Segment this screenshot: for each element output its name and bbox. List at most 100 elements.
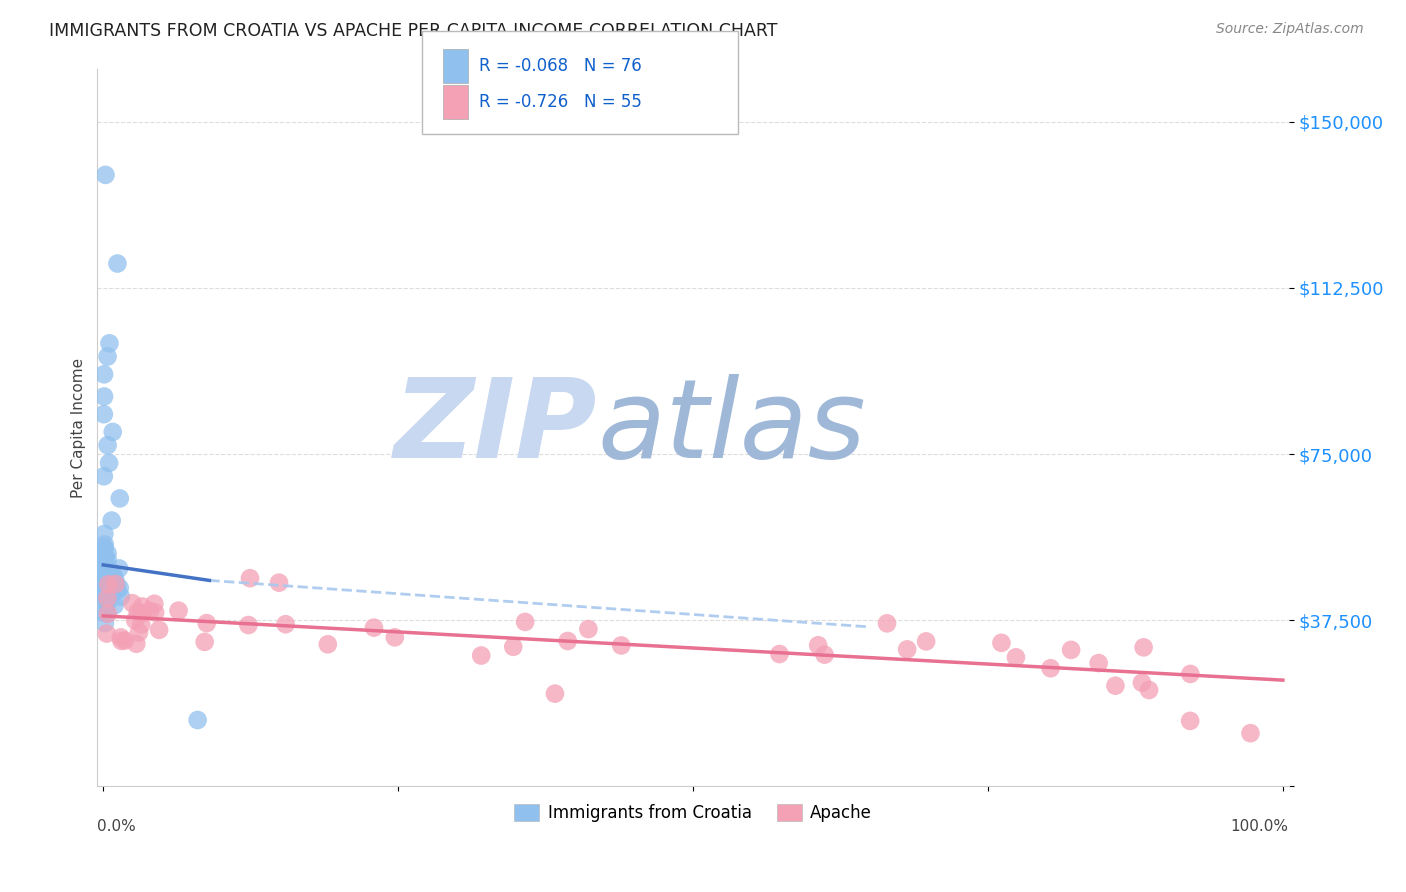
Point <box>93 582 115 596</box>
Point <box>807 638 830 652</box>
Point <box>274 617 297 632</box>
Text: R = -0.726   N = 55: R = -0.726 N = 55 <box>479 93 643 111</box>
Point <box>127 605 149 619</box>
Point <box>96 591 118 606</box>
Point <box>93 574 115 589</box>
Point <box>148 623 170 637</box>
Point <box>103 599 125 613</box>
Point <box>238 618 260 632</box>
Point <box>96 607 118 621</box>
Point <box>93 582 115 596</box>
Point <box>96 585 118 599</box>
Point <box>93 588 115 602</box>
Point <box>97 576 120 591</box>
Point <box>143 606 166 620</box>
Point <box>93 572 115 586</box>
Point <box>139 604 162 618</box>
Point <box>513 615 536 629</box>
Point <box>1132 640 1154 655</box>
Point <box>128 625 150 640</box>
Point <box>187 713 209 727</box>
Point <box>124 613 146 627</box>
Point <box>93 389 115 403</box>
Point <box>896 642 918 657</box>
Point <box>768 647 790 661</box>
Point <box>557 634 579 648</box>
Point <box>94 551 117 566</box>
Point <box>544 687 567 701</box>
Point <box>93 551 115 566</box>
Point <box>94 576 117 591</box>
Point <box>93 537 115 551</box>
Point <box>93 368 115 382</box>
Point <box>915 634 938 648</box>
Point <box>93 527 115 541</box>
Point <box>94 563 117 577</box>
Point <box>1060 643 1083 657</box>
Y-axis label: Per Capita Income: Per Capita Income <box>72 358 86 498</box>
Text: Source: ZipAtlas.com: Source: ZipAtlas.com <box>1216 22 1364 37</box>
Point <box>94 570 117 584</box>
Point <box>94 575 117 590</box>
Point <box>131 607 153 621</box>
Point <box>1137 683 1160 698</box>
Point <box>96 546 118 560</box>
Point <box>100 564 122 578</box>
Point <box>96 593 118 607</box>
Point <box>195 616 218 631</box>
Point <box>104 573 127 587</box>
Point <box>97 607 120 621</box>
Point <box>114 633 136 648</box>
Point <box>93 558 115 572</box>
Point <box>94 570 117 584</box>
Text: R = -0.068   N = 76: R = -0.068 N = 76 <box>479 57 643 75</box>
Point <box>93 576 115 591</box>
Point <box>610 639 633 653</box>
Point <box>108 491 131 506</box>
Point <box>167 604 190 618</box>
Point <box>129 617 152 632</box>
Point <box>94 168 117 182</box>
Point <box>1239 726 1261 740</box>
Point <box>93 571 115 585</box>
Point <box>97 572 120 586</box>
Point <box>110 631 132 645</box>
Text: 100.0%: 100.0% <box>1230 819 1289 834</box>
Point <box>98 456 121 470</box>
Point <box>105 583 128 598</box>
Point <box>97 574 120 588</box>
Point <box>97 577 120 591</box>
Point <box>93 563 115 577</box>
Point <box>93 540 115 554</box>
Point <box>1180 667 1202 681</box>
Legend: Immigrants from Croatia, Apache: Immigrants from Croatia, Apache <box>508 797 879 829</box>
Point <box>96 579 118 593</box>
Point <box>131 599 153 614</box>
Point <box>108 581 131 595</box>
Point <box>93 567 115 582</box>
Point <box>93 549 115 563</box>
Point <box>96 581 118 595</box>
Point <box>93 566 115 581</box>
Point <box>107 256 129 270</box>
Point <box>110 634 132 648</box>
Point <box>1087 656 1109 670</box>
Point <box>93 591 115 605</box>
Point <box>470 648 492 663</box>
Point <box>1104 679 1126 693</box>
Point <box>104 577 127 591</box>
Point <box>94 571 117 585</box>
Point <box>93 584 115 599</box>
Point <box>267 575 290 590</box>
Point <box>96 350 118 364</box>
Point <box>108 561 131 575</box>
Point <box>98 336 121 351</box>
Point <box>143 597 166 611</box>
Point <box>813 648 835 662</box>
Point <box>96 626 118 640</box>
Point <box>94 574 117 589</box>
Text: 0.0%: 0.0% <box>97 819 136 834</box>
Point <box>1039 661 1062 675</box>
Point <box>101 425 124 439</box>
Point <box>100 580 122 594</box>
